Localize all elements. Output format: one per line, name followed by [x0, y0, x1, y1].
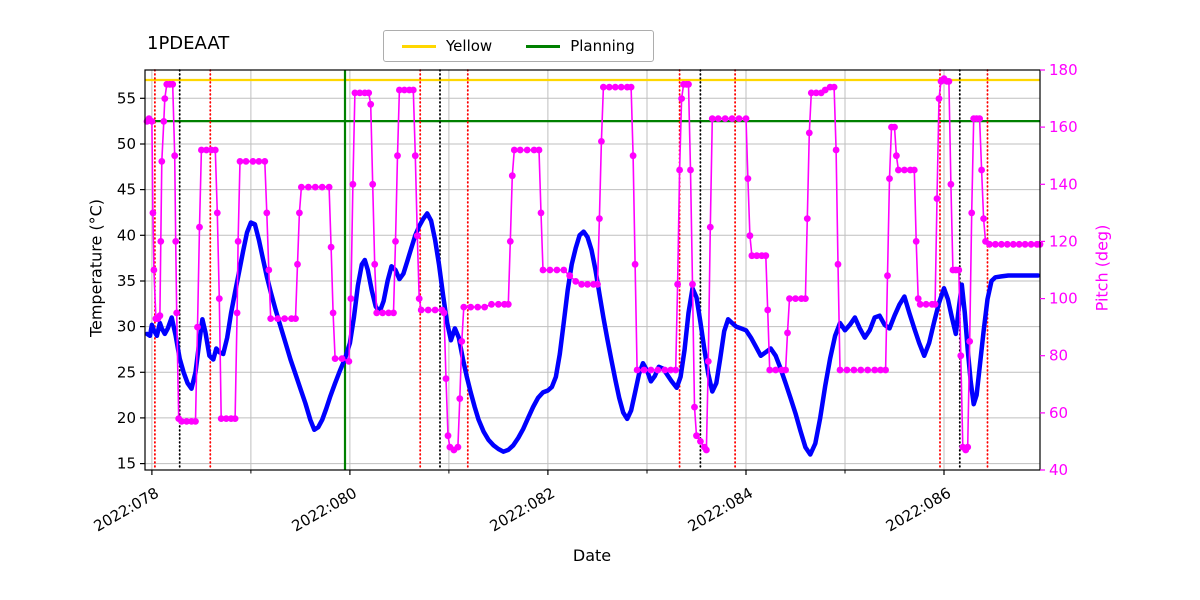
- svg-text:15: 15: [117, 455, 136, 473]
- svg-text:40: 40: [117, 226, 136, 244]
- legend-label-yellow: Yellow: [446, 37, 493, 55]
- svg-text:100: 100: [1049, 290, 1078, 308]
- svg-text:30: 30: [117, 318, 136, 336]
- svg-text:180: 180: [1049, 61, 1078, 79]
- chart-title: 1PDEAAT: [147, 33, 230, 54]
- svg-text:50: 50: [117, 135, 136, 153]
- svg-text:140: 140: [1049, 175, 1078, 193]
- legend: Yellow Planning: [383, 30, 654, 62]
- svg-text:20: 20: [117, 409, 136, 427]
- legend-item-planning: Planning: [526, 37, 635, 55]
- svg-text:25: 25: [117, 363, 136, 381]
- svg-text:160: 160: [1049, 118, 1078, 136]
- svg-text:2022:080: 2022:080: [289, 484, 360, 536]
- svg-text:35: 35: [117, 272, 136, 290]
- legend-item-yellow: Yellow: [402, 37, 492, 55]
- planning-line-swatch: [526, 44, 561, 48]
- temperature-axis-label: Temperature (°C): [86, 198, 106, 338]
- x-axis-label: Date: [572, 546, 612, 565]
- svg-text:2022:078: 2022:078: [91, 484, 162, 536]
- svg-text:60: 60: [1049, 404, 1068, 422]
- svg-text:45: 45: [117, 181, 136, 199]
- legend-label-planning: Planning: [570, 37, 635, 55]
- svg-text:40: 40: [1049, 461, 1068, 479]
- svg-text:2022:084: 2022:084: [685, 484, 756, 536]
- svg-text:2022:086: 2022:086: [883, 484, 954, 536]
- yellow-line-swatch: [402, 44, 436, 48]
- svg-text:120: 120: [1049, 232, 1078, 250]
- svg-text:80: 80: [1049, 347, 1068, 365]
- svg-text:2022:082: 2022:082: [487, 484, 558, 536]
- svg-text:55: 55: [117, 89, 136, 107]
- pitch-axis-label: Pitch (deg): [1092, 224, 1112, 312]
